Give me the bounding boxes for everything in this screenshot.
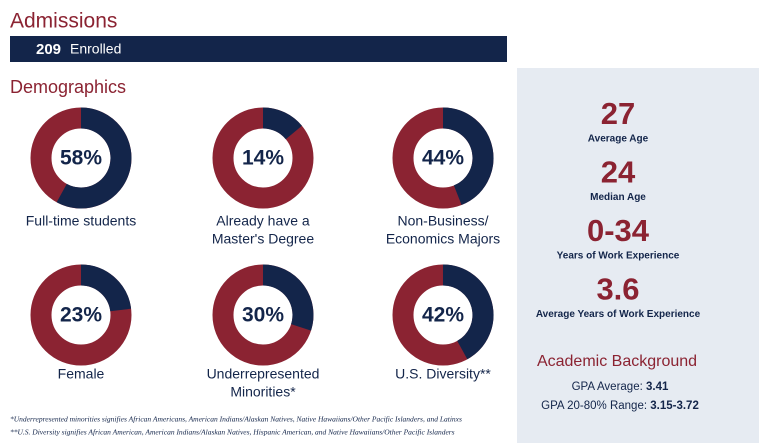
donut-label: 44%: [422, 147, 464, 170]
donut-caption: Underrepresented: [207, 366, 320, 382]
gpa-label: GPA Average:: [572, 381, 643, 393]
donut-label: 42%: [422, 304, 464, 327]
stat-value: 24: [601, 155, 636, 190]
stat-label: Years of Work Experience: [557, 251, 680, 262]
footnote: *Underrepresented minorities signifies A…: [10, 415, 462, 424]
enrolled-number: 209: [36, 41, 61, 58]
donut-label: 30%: [242, 304, 284, 327]
stat-label: Average Years of Work Experience: [536, 309, 701, 320]
section-title: Demographics: [10, 77, 126, 97]
section-title: Academic Background: [537, 353, 697, 370]
stat-label: Average Age: [588, 134, 649, 145]
enrolled-label: Enrolled: [70, 41, 121, 57]
donut-label: 23%: [60, 304, 102, 327]
gpa-value: 3.41: [646, 381, 669, 393]
stat-value: 3.6: [596, 272, 639, 307]
donut-caption: Economics Majors: [386, 231, 500, 247]
donut-caption: Non-Business/: [397, 213, 488, 229]
donut-label: 58%: [60, 147, 102, 170]
donut-caption: Female: [58, 366, 105, 382]
donut-arc: [442, 107, 494, 205]
stat-value: 0-34: [587, 213, 650, 248]
donut-caption: Full-time students: [26, 213, 136, 229]
stat-value: 27: [601, 96, 635, 131]
gpa-line: GPA Average: 3.41: [572, 381, 669, 393]
gpa-line: GPA 20-80% Range: 3.15-3.72: [541, 400, 699, 412]
gpa-label: GPA 20-80% Range:: [541, 400, 647, 412]
gpa-value: 3.15-3.72: [650, 400, 699, 412]
side-panel: [517, 68, 759, 443]
donut-caption: Already have a: [216, 213, 310, 229]
footnote: **U.S. Diversity signifies African Ameri…: [10, 428, 455, 437]
page-title: Admissions: [10, 10, 117, 33]
donut-arc: [80, 264, 132, 312]
donut-arc: [442, 264, 494, 360]
donut-caption: U.S. Diversity**: [395, 366, 491, 382]
donut-caption: Minorities*: [230, 384, 296, 400]
donut-arc: [56, 107, 132, 209]
donut-arc: [262, 264, 314, 331]
enrolled-bar: [10, 36, 507, 62]
donut-caption: Master's Degree: [212, 231, 314, 247]
donut-arc: [262, 107, 302, 140]
stat-label: Median Age: [590, 192, 646, 203]
donut-label: 14%: [242, 147, 284, 170]
